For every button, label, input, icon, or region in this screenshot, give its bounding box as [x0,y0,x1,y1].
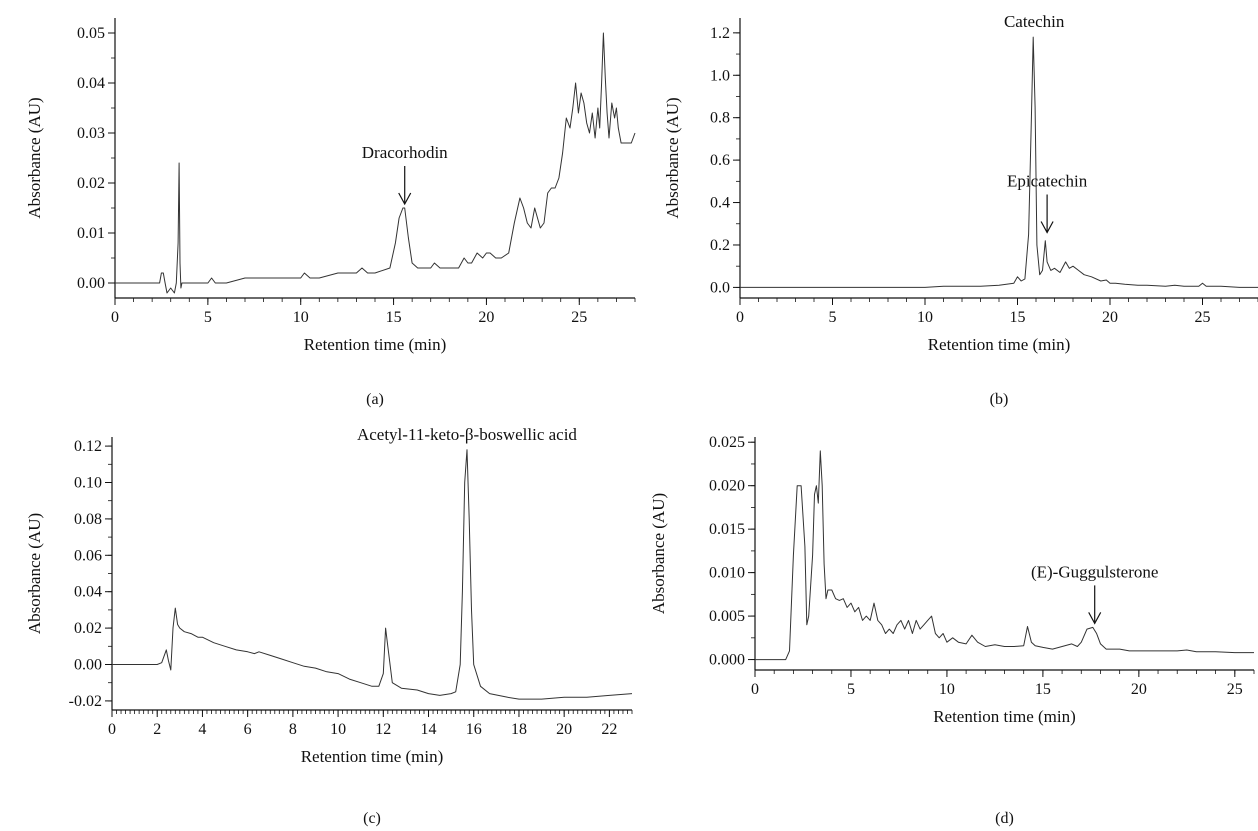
chart-panel-1: 0 5 10 15 20 25 0.00 0.01 0.02 0.03 0.04 0.05 Retent… [25,18,636,408]
annotation-arrowhead [398,192,412,206]
chart-panel-3: 0 2 4 6 8 10 12 14 16 18 20 22 -0.02 0.00 0.02 0.04 0.06… [25,425,633,827]
x-tick-label: 20 [556,721,572,738]
x-tick-label: 6 [244,721,252,738]
y-tick-label: 0.00 [77,275,105,292]
x-tick-label: 14 [421,721,437,738]
x-axis-title: Retention time (min) [928,335,1071,354]
x-tick-label: 0 [751,681,759,698]
x-tick-label: 4 [198,721,206,738]
y-tick-label: 0.04 [77,75,105,92]
y-tick-label: 0.01 [77,225,105,242]
y-tick-label: 0.02 [74,620,102,637]
x-tick-label: 16 [466,721,482,738]
y-tick-label: 0.0 [710,279,730,296]
y-tick-label: 0.2 [710,237,730,254]
x-tick-label: 10 [293,309,309,326]
peak-annotation: Catechin [1004,12,1065,31]
y-tick-label: 0.6 [710,152,730,169]
chromatogram-trace [740,36,1258,288]
x-tick-label: 8 [289,721,297,738]
peak-annotation: (E)-Guggulsterone [1031,562,1158,581]
x-tick-label: 15 [1035,681,1051,698]
y-tick-label: 0.000 [709,652,745,669]
x-tick-label: 20 [478,309,494,326]
y-tick-label: 0.020 [709,478,745,495]
y-tick-label: 0.015 [709,521,745,538]
x-axis-title: Retention time (min) [301,747,444,766]
x-tick-label: 25 [571,309,587,326]
chromatogram-trace [755,450,1254,661]
x-tick-label: 5 [847,681,855,698]
x-tick-label: 12 [375,721,391,738]
peak-annotation: Acetyl-11-keto-β-boswellic acid [357,425,577,444]
y-tick-label: 0.025 [709,434,745,451]
chart-panel-4: 0 5 10 15 20 25 0.000 0.005 0.010 0.015 0.020 0.025… [649,434,1255,827]
chromatogram-trace [115,32,636,294]
x-tick-label: 2 [153,721,161,738]
x-tick-label: 5 [204,309,212,326]
y-tick-label: 1.0 [710,67,730,84]
x-tick-label: 10 [917,309,933,326]
x-axis-title: Retention time (min) [304,335,447,354]
x-tick-label: 0 [111,309,119,326]
x-tick-label: 15 [1010,309,1026,326]
y-axis-title: Absorbance (AU) [649,493,668,614]
x-tick-label: 18 [511,721,527,738]
y-tick-label: 0.05 [77,25,105,42]
peak-annotation: Dracorhodin [362,143,448,162]
panel-label: (c) [363,810,381,827]
y-tick-label: 0.06 [74,547,102,564]
x-tick-label: 15 [386,309,402,326]
x-tick-label: 10 [939,681,955,698]
y-tick-label: 0.010 [709,565,745,582]
y-tick-label: 0.00 [74,657,102,674]
x-tick-label: 0 [736,309,744,326]
x-tick-label: 20 [1131,681,1147,698]
x-tick-label: 5 [829,309,837,326]
annotation-arrowhead [1088,612,1102,625]
x-tick-label: 25 [1195,309,1211,326]
y-tick-label: 0.04 [74,584,102,601]
y-tick-label: 0.08 [74,511,102,528]
y-tick-label: 0.8 [710,110,730,127]
y-axis-title: Absorbance (AU) [25,97,44,218]
x-tick-label: 22 [601,721,617,738]
panel-label: (b) [990,391,1009,408]
panel-label: (d) [995,810,1014,827]
y-axis-title: Absorbance (AU) [25,513,44,634]
x-tick-label: 25 [1227,681,1243,698]
y-tick-label: 0.005 [709,608,745,625]
panel-label: (a) [366,391,384,408]
y-tick-label: 0.03 [77,125,105,142]
peak-annotation: Epicatechin [1007,171,1088,190]
y-tick-label: 0.12 [74,438,102,455]
y-tick-label: 0.4 [710,195,730,212]
y-tick-label: 0.02 [77,175,105,192]
y-axis-title: Absorbance (AU) [663,97,682,218]
x-tick-label: 20 [1102,309,1118,326]
y-tick-label: 0.10 [74,475,102,492]
x-axis-title: Retention time (min) [933,707,1076,726]
chart-panel-2: 0 5 10 15 20 25 0.0 0.2 0.4 0.6 0.8 1.0 1.2 Retention… [663,12,1258,408]
annotation-arrowhead [1040,221,1054,234]
x-tick-label: 0 [108,721,116,738]
x-tick-label: 10 [330,721,346,738]
chromatogram-trace [112,449,633,700]
y-tick-label: -0.02 [69,693,102,710]
y-tick-label: 1.2 [710,25,730,42]
